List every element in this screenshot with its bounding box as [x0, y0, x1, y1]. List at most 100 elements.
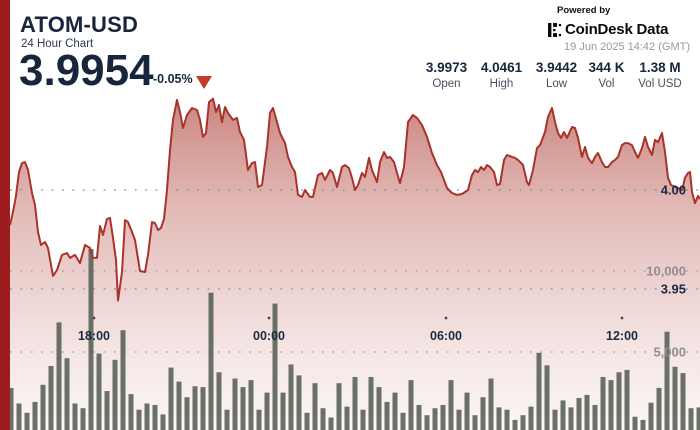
volume-bar: [208, 292, 214, 430]
volume-bar: [136, 409, 142, 430]
volume-bar: [552, 409, 558, 430]
volume-bar: [344, 406, 350, 430]
volume-bar: [104, 391, 110, 430]
price-line: [9, 97, 700, 302]
volume-bar: [56, 322, 62, 430]
volume-bar: [32, 401, 38, 430]
volume-bar: [440, 405, 446, 430]
volume-bar: [480, 397, 486, 430]
volume-bar: [160, 414, 166, 430]
volume-bar: [192, 386, 198, 430]
volume-bar: [48, 366, 54, 430]
volume-bar: [424, 415, 430, 430]
volume-bar: [544, 365, 550, 430]
volume-bar: [232, 378, 238, 430]
volume-bar: [472, 415, 478, 430]
stat-high-value: 4.0461: [480, 60, 523, 75]
volume-bar: [256, 409, 262, 430]
stat-volume-usd-label: Vol USD: [638, 78, 682, 90]
volume-bar: [96, 353, 102, 430]
price-axis-label: 3.95: [660, 281, 686, 297]
volume-bar: [608, 380, 614, 430]
volume-bar: [368, 377, 374, 430]
volume-bar: [592, 405, 598, 430]
volume-bar: [448, 380, 454, 430]
volume-bar: [600, 377, 606, 430]
stat-low-label: Low: [545, 78, 568, 90]
stat-open-value: 3.9973: [425, 60, 468, 75]
volume-bar: [248, 380, 254, 430]
volume-bar: [392, 392, 398, 430]
volume-bar: [168, 367, 174, 430]
volume-bar: [384, 401, 390, 430]
volume-bar: [328, 417, 334, 430]
volume-bar: [336, 383, 342, 430]
time-axis-label: 06:00: [430, 329, 462, 343]
volume-bar: [616, 372, 622, 430]
volume-bar: [488, 378, 494, 430]
powered-by-label: Powered by: [557, 5, 611, 16]
volume-axis-label: 10,000: [646, 263, 686, 279]
volume-bar: [408, 380, 414, 430]
volume-bar: [144, 403, 150, 430]
chart-subtitle: 24 Hour Chart: [21, 38, 94, 50]
stat-volume: 344 K Vol: [584, 60, 629, 90]
volume-bar: [664, 331, 670, 430]
volume-bar: [88, 249, 94, 430]
volume-bar: [536, 352, 542, 430]
time-axis-label: 18:00: [78, 329, 110, 343]
volume-bar: [64, 358, 70, 430]
volume-bar: [560, 400, 566, 430]
volume-bar: [40, 384, 46, 430]
volume-bar: [576, 398, 582, 430]
volume-bar: [456, 409, 462, 430]
volume-bar: [240, 387, 246, 430]
volume-bar: [432, 408, 438, 430]
volume-bar: [416, 405, 422, 430]
volume-bar: [152, 405, 158, 430]
volume-bar: [696, 407, 700, 430]
volume-bar: [632, 416, 638, 430]
price-down-arrow-icon: [196, 76, 212, 89]
price-axis-label: 4.00: [660, 182, 686, 198]
volume-bar: [464, 392, 470, 430]
stat-high-label: High: [489, 78, 514, 90]
stat-volume-value: 344 K: [588, 60, 625, 75]
volume-bar: [504, 409, 510, 430]
volume-bar: [128, 394, 134, 430]
volume-bar: [216, 372, 222, 430]
volume-bar: [528, 406, 534, 430]
volume-bar: [520, 415, 526, 430]
time-axis-label: 00:00: [253, 329, 285, 343]
volume-bar: [288, 364, 294, 430]
volume-bar: [496, 407, 502, 430]
volume-bar: [296, 375, 302, 430]
stat-low: 3.9442 Low: [529, 60, 584, 90]
stat-open-label: Open: [432, 78, 461, 90]
stat-high: 4.0461 High: [474, 60, 529, 90]
brand-name: CoinDesk Data: [565, 21, 669, 38]
volume-bar: [568, 407, 574, 430]
volume-bar: [584, 394, 590, 430]
volume-bar: [264, 392, 270, 430]
timestamp: 19 Jun 2025 14:42 (GMT): [564, 41, 690, 53]
stat-open: 3.9973 Open: [419, 60, 474, 90]
volume-bar: [72, 403, 78, 430]
stat-volume-usd: 1.38 M Vol USD: [629, 60, 691, 90]
volume-bar: [272, 303, 278, 430]
volume-bar: [648, 402, 654, 430]
volume-bar: [112, 359, 118, 430]
volume-bar: [360, 409, 366, 430]
volume-bar: [24, 412, 30, 430]
volume-bar: [512, 419, 518, 430]
current-price: 3.9954: [19, 46, 154, 95]
volume-bar: [120, 330, 126, 430]
volume-bar: [200, 387, 206, 430]
time-axis-label: 12:00: [606, 329, 638, 343]
volume-bar: [376, 387, 382, 430]
volume-bar: [16, 403, 22, 430]
brand-logo[interactable]: CoinDesk Data: [548, 21, 690, 38]
volume-bar: [312, 383, 318, 430]
stats-row: 3.9973 Open 4.0461 High 3.9442 Low 344 K…: [419, 60, 691, 90]
